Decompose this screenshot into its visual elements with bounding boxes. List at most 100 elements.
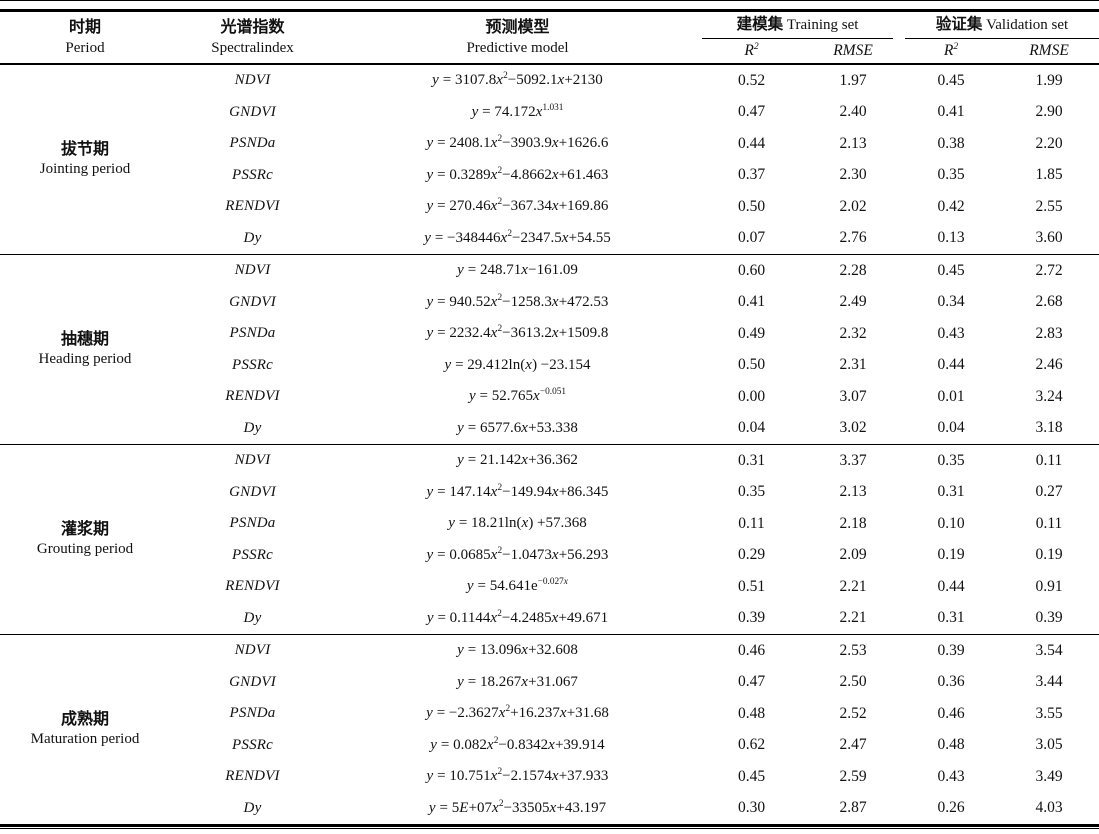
group-header-training-zh: 建模集 — [736, 16, 784, 33]
training-r2-value: 0.48 — [737, 704, 766, 722]
column-header-spectral-index-zh: 光谱指数 — [220, 18, 285, 36]
results-table: 时期 Period 光谱指数 Spectralindex 预测模型 Predic… — [0, 9, 1099, 827]
table-row: GNDVI y = 18.267x+31.067 0.47 2.50 0.36 3.44 — [0, 666, 1099, 698]
spectral-index-label: PSSRc — [232, 356, 273, 373]
training-r2-value: 0.52 — [737, 71, 766, 89]
model-formula: y = 2232.4x2−3613.2x+1509.8 — [426, 324, 609, 342]
table-row: RENDVI y = 54.641e−0.027x 0.51 2.21 0.44 0.91 — [0, 571, 1099, 603]
table-row: PSNDa y = 2408.1x2−3903.9x+1626.6 0.44 2.13… — [0, 128, 1099, 160]
validation-r2-value: 0.31 — [937, 609, 965, 627]
table-bottom-thin-rule — [0, 828, 1099, 829]
training-r2-value: 0.45 — [737, 767, 766, 785]
spectral-index-label: NDVI — [170, 633, 335, 667]
table-row: RENDVI y = 52.765x−0.051 0.00 3.07 0.01 3.24 — [0, 381, 1099, 413]
period-name-en: Maturation period — [30, 731, 140, 748]
spectral-index-label: PSNDa — [229, 135, 276, 152]
training-rmse-value: 3.37 — [803, 443, 903, 477]
validation-r2-value: 0.01 — [937, 387, 965, 405]
table-row: GNDVI y = 940.52x2−1258.3x+472.53 0.41 2.49… — [0, 286, 1099, 318]
training-r2-value: 0.37 — [737, 166, 766, 184]
model-formula: y = 248.71x−161.09 — [335, 253, 700, 287]
training-rmse-value: 2.13 — [839, 483, 867, 501]
validation-r2-value: 0.42 — [937, 197, 965, 215]
validation-r2-value: 0.46 — [937, 704, 965, 722]
spectral-index-label: NDVI — [234, 72, 271, 89]
training-r2-value: 0.50 — [737, 356, 766, 374]
validation-r2-value: 0.43 — [937, 324, 965, 342]
validation-rmse-value: 3.60 — [1035, 229, 1063, 247]
column-header-period-en: Period — [65, 39, 105, 56]
training-rmse-value: 2.09 — [839, 546, 867, 564]
spectral-index-label: RENDVI — [225, 768, 280, 785]
training-r2-value: 0.04 — [737, 419, 766, 437]
training-rmse-value: 2.59 — [839, 767, 867, 785]
training-rmse-value: 2.13 — [839, 134, 867, 152]
period-name-zh: 拔节期 — [60, 140, 109, 158]
validation-rmse-value: 1.99 — [1035, 71, 1063, 89]
training-r2-value: 0.49 — [737, 324, 766, 342]
training-r2-value: 0.46 — [700, 633, 803, 667]
table-row: 灌浆期 Grouting period NDVI y = 21.142x+36.362… — [0, 443, 1099, 635]
period-name-en: Jointing period — [39, 161, 131, 178]
validation-rmse-value: 3.05 — [1035, 736, 1063, 754]
validation-rmse-value: 0.11 — [999, 443, 1099, 477]
training-r2-value: 0.51 — [737, 577, 766, 595]
model-formula: y = 74.172x1.031 — [471, 102, 564, 120]
model-formula: y = 147.14x2−149.94x+86.345 — [426, 482, 609, 500]
table-row: PSNDa y = 2232.4x2−3613.2x+1509.8 0.49 2.32… — [0, 318, 1099, 350]
spectral-index-label: Dy — [243, 799, 262, 816]
training-r2-value: 0.31 — [700, 443, 803, 477]
training-r2-value: 0.35 — [737, 483, 766, 501]
model-formula: y = 940.52x2−1258.3x+472.53 — [426, 292, 609, 310]
training-rmse-value: 2.49 — [839, 293, 867, 311]
training-rmse-value: 2.53 — [803, 633, 903, 667]
spectral-index-label: GNDVI — [229, 483, 276, 500]
validation-r2-value: 0.38 — [937, 134, 965, 152]
validation-r2-value: 0.31 — [937, 483, 965, 501]
validation-rmse-value: 2.83 — [1035, 324, 1063, 342]
table-row: Dy y = −348446x2−2347.5x+54.55 0.07 2.76 0.1… — [0, 222, 1099, 254]
validation-r2-value: 0.43 — [937, 767, 965, 785]
spectral-index-label: GNDVI — [229, 293, 276, 310]
validation-rmse-value: 0.27 — [1035, 483, 1063, 501]
table-header: 时期 Period 光谱指数 Spectralindex 预测模型 Predic… — [0, 10, 1099, 65]
validation-r2-value: 0.48 — [937, 736, 965, 754]
validation-rmse-value: 3.54 — [999, 633, 1099, 667]
table-top-thin-rule — [0, 0, 1099, 1]
training-rmse-value: 2.87 — [839, 799, 867, 817]
column-header-training-rmse: RMSE — [803, 38, 903, 65]
validation-rmse-value: 2.46 — [1035, 356, 1063, 374]
model-formula: y = 3107.8x2−5092.1x+2130 — [432, 71, 603, 89]
validation-r2-value: 0.45 — [903, 253, 999, 287]
table-row: PSSRc y = 0.082x2−0.8342x+39.914 0.62 2.47 0… — [0, 729, 1099, 761]
column-header-model-en: Predictive model — [466, 39, 569, 56]
validation-rmse-value: 0.11 — [1035, 514, 1063, 532]
model-formula: y = 0.082x2−0.8342x+39.914 — [430, 735, 605, 753]
spectral-index-label: PSSRc — [232, 166, 273, 183]
validation-rmse-value: 3.49 — [1035, 767, 1063, 785]
period-name-zh: 灌浆期 — [60, 520, 109, 538]
period-name-zh: 抽穗期 — [60, 330, 109, 348]
group-header-validation-en: Validation set — [986, 17, 1069, 33]
validation-rmse-value: 3.18 — [1035, 419, 1063, 437]
training-rmse-value: 2.21 — [839, 609, 867, 627]
group-header-training-set: 建模集 Training set — [700, 11, 903, 39]
column-header-validation-rmse: RMSE — [999, 38, 1099, 65]
validation-rmse-value: 3.44 — [1035, 673, 1063, 691]
validation-r2-value: 0.41 — [937, 103, 965, 121]
model-formula: y = 18.267x+31.067 — [457, 673, 578, 690]
validation-rmse-value: 2.55 — [1035, 197, 1063, 215]
training-r2-value: 0.50 — [737, 197, 766, 215]
spectral-index-label: NDVI — [170, 253, 335, 287]
validation-r2-value: 0.35 — [937, 166, 965, 184]
training-rmse-value: 2.40 — [839, 103, 867, 121]
spectral-index-label: Dy — [243, 419, 262, 436]
training-rmse-value: 1.97 — [839, 71, 867, 89]
spectral-index-label: PSSRc — [232, 736, 273, 753]
table-row: 抽穗期 Heading period NDVI y = 248.71x−161.09 0… — [0, 253, 1099, 445]
spectral-index-label: PSNDa — [229, 705, 276, 722]
model-formula: y = 0.3289x2−4.8662x+61.463 — [426, 165, 609, 183]
validation-r2-value: 0.19 — [937, 546, 965, 564]
validation-rmse-value: 0.39 — [1035, 609, 1063, 627]
